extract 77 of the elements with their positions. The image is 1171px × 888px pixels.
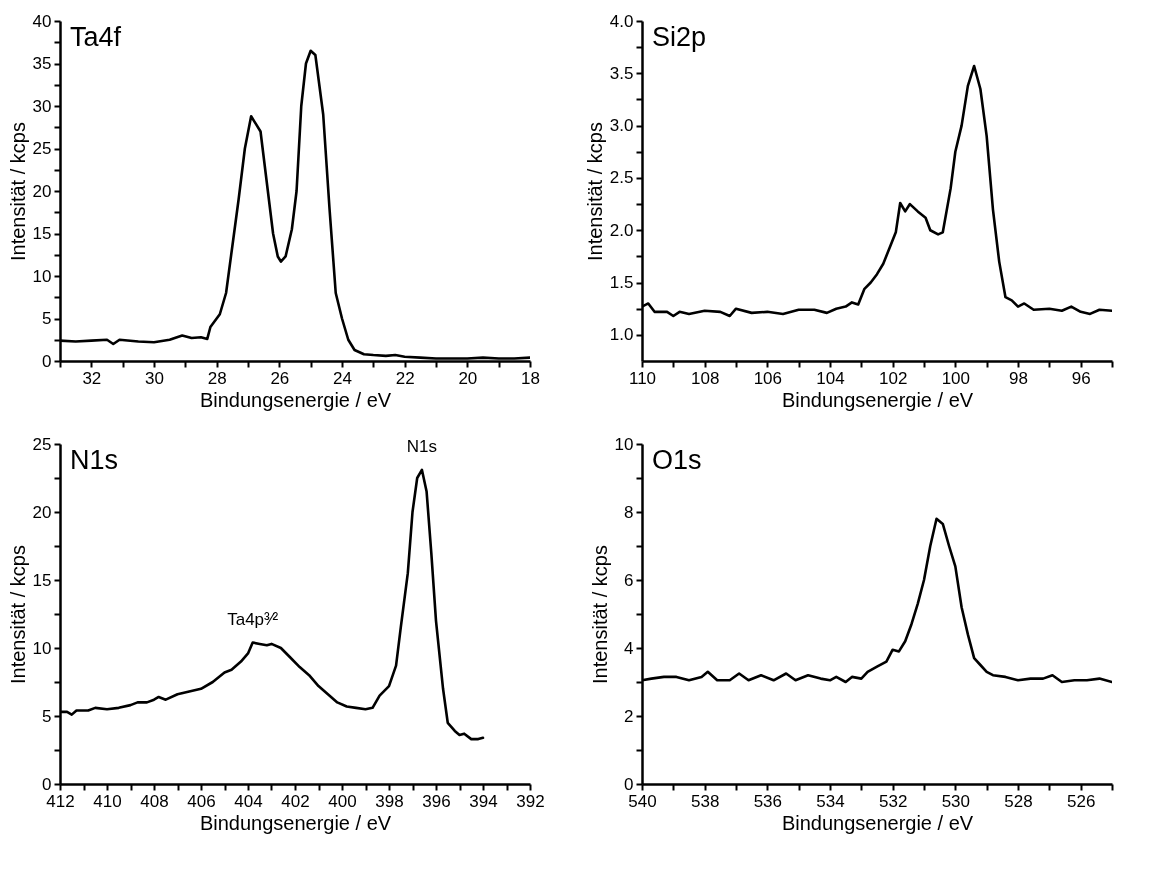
x-tick-label: 22 [395, 368, 415, 388]
y-tick-label: 0 [624, 774, 634, 794]
y-tick-label: 15 [32, 224, 52, 243]
y-tick-label: 0 [42, 351, 52, 371]
x-axis-title: Bindungsenergie / eV [781, 388, 974, 411]
x-tick-label: 406 [187, 791, 216, 811]
x-tick-label: 102 [878, 368, 908, 388]
y-tick-label: 3.5 [609, 63, 634, 83]
x-tick-label: 528 [1004, 791, 1033, 811]
x-axis-title: Bindungsenergie / eV [781, 811, 974, 834]
y-tick-label: 2 [624, 706, 634, 726]
y-tick-label: 35 [32, 54, 52, 73]
y-tick-label: 0 [42, 774, 52, 794]
y-tick-label: 25 [32, 434, 52, 454]
annotation: Ta4p³⁄² [227, 609, 279, 629]
y-tick-label: 20 [32, 181, 52, 201]
x-tick-label: 412 [46, 791, 75, 811]
x-tick-label: 106 [753, 368, 783, 388]
x-tick-label: 96 [1071, 368, 1091, 388]
chart-title: O1s [652, 445, 702, 475]
x-tick-label: 26 [270, 368, 290, 388]
x-tick-label: 396 [422, 791, 451, 811]
x-tick-label: 404 [234, 791, 263, 811]
x-tick-label: 32 [82, 368, 102, 388]
y-tick-label: 4.0 [609, 11, 634, 31]
x-tick-label: 30 [145, 368, 164, 388]
x-tick-label: 526 [1066, 791, 1096, 811]
y-tick-label: 40 [32, 11, 52, 31]
y-axis-title: Intensität / kcps [583, 122, 606, 261]
x-tick-label: 400 [328, 791, 357, 811]
x-tick-label: 534 [816, 791, 845, 811]
chart-title: Ta4f [70, 22, 122, 52]
x-tick-label: 108 [690, 368, 720, 388]
y-tick-label: 10 [614, 434, 634, 454]
y-axis-title: Intensität / kcps [6, 545, 29, 684]
y-tick-label: 10 [32, 266, 52, 286]
y-tick-label: 5 [42, 706, 52, 726]
y-tick-label: 5 [42, 309, 52, 328]
x-tick-label: 98 [1009, 368, 1028, 388]
y-tick-label: 25 [32, 139, 52, 158]
x-tick-label: 104 [816, 368, 845, 388]
y-tick-label: 10 [32, 638, 52, 658]
x-tick-label: 394 [469, 791, 498, 811]
x-axis-title: Bindungsenergie / eV [199, 811, 392, 834]
x-tick-label: 410 [93, 791, 122, 811]
x-tick-label: 110 [628, 368, 657, 388]
y-tick-label: 6 [624, 570, 634, 590]
x-tick-label: 392 [516, 791, 545, 811]
x-tick-label: 408 [140, 791, 169, 811]
x-tick-label: 18 [521, 368, 540, 388]
y-tick-label: 8 [624, 502, 634, 522]
x-tick-label: 402 [281, 791, 310, 811]
x-tick-label: 532 [878, 791, 908, 811]
annotation: N1s [406, 436, 438, 456]
y-tick-label: 30 [32, 96, 52, 116]
chart-title: N1s [70, 445, 119, 475]
x-tick-label: 24 [333, 368, 352, 388]
x-tick-label: 530 [941, 791, 971, 811]
y-tick-label: 1.0 [609, 325, 634, 345]
x-tick-label: 398 [375, 791, 404, 811]
x-axis-title: Bindungsenergie / eV [199, 388, 392, 411]
x-tick-label: 20 [458, 368, 478, 388]
x-tick-label: 100 [941, 368, 971, 388]
x-tick-label: 536 [753, 791, 783, 811]
y-tick-label: 3.0 [609, 116, 634, 136]
x-tick-label: 28 [207, 368, 227, 388]
y-tick-label: 4 [624, 638, 634, 658]
y-tick-label: 2.5 [609, 168, 634, 188]
x-tick-label: 538 [690, 791, 720, 811]
y-tick-label: 15 [32, 570, 52, 590]
x-tick-label: 540 [628, 791, 657, 811]
y-tick-label: 1.5 [609, 273, 634, 293]
chart-title: Si2p [652, 22, 707, 52]
y-tick-label: 2.0 [609, 220, 634, 240]
y-axis-title: Intensität / kcps [588, 545, 611, 684]
y-axis-title: Intensität / kcps [6, 122, 29, 261]
y-tick-label: 20 [32, 502, 52, 522]
